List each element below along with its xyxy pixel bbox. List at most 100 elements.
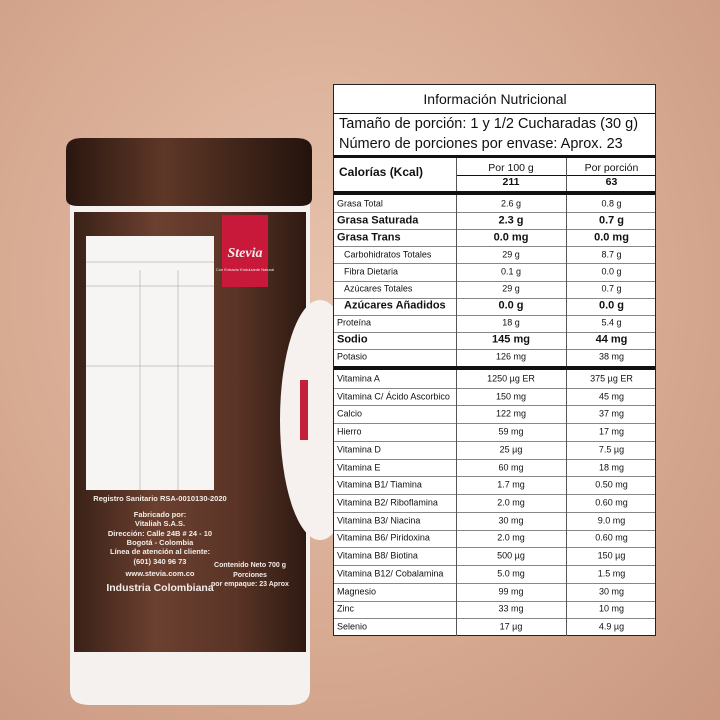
row-label: Potasio <box>337 351 368 362</box>
brand-badge <box>222 215 268 287</box>
col-header: Por 100 g <box>488 161 534 174</box>
row-value: 10 mg <box>598 603 625 614</box>
row-value: 1.7 mg <box>497 479 525 490</box>
calories-value: 63 <box>605 175 618 188</box>
row-value: 25 µg <box>499 444 523 455</box>
mini-table-lines <box>86 261 214 490</box>
row-value: 150 mg <box>495 391 527 402</box>
row-value: 126 mg <box>495 351 527 362</box>
row-value: 29 g <box>502 249 520 260</box>
row-value: 0.0 mg <box>594 231 629 244</box>
row-value: 18 g <box>502 317 520 328</box>
row-rule <box>334 246 655 248</box>
portions: por empaque: 23 Aprox <box>211 581 289 588</box>
row-label: Sodio <box>337 333 368 346</box>
row-value: 0.7 g <box>598 214 625 227</box>
website: www.stevia.com.co <box>125 569 195 578</box>
row-label: Vitamina D <box>337 444 381 455</box>
portions-label: Porciones <box>233 572 267 579</box>
row-rule <box>334 297 655 299</box>
row-value: 1250 µg ER <box>487 373 535 384</box>
row-rule <box>334 600 655 602</box>
row-value: 0.8 g <box>601 198 622 209</box>
row-value: 99 mg <box>498 586 524 597</box>
row-value: 0.60 mg <box>595 532 628 543</box>
row-rule <box>334 440 655 442</box>
row-rule <box>334 263 655 265</box>
maker-label: Fabricado por: <box>134 510 187 519</box>
row-value: 150 µg <box>597 550 626 561</box>
column-rule <box>456 158 457 191</box>
row-label: Carbohidratos Totales <box>344 249 432 260</box>
row-rule <box>334 565 655 567</box>
row-value: 0.0 g <box>598 299 625 312</box>
row-label: Vitamina C/ Ácido Ascorbico <box>337 391 450 402</box>
calories-value: 211 <box>502 175 520 188</box>
calories-label: Calorías (Kcal) <box>339 165 424 179</box>
row-value: 8.7 g <box>601 249 622 260</box>
row-label: Vitamina B6/ Piridoxina <box>337 532 430 543</box>
row-label: Vitamina B12/ Cobalamina <box>337 568 444 579</box>
row-value: 0.1 g <box>500 266 522 277</box>
row-rule <box>334 387 655 389</box>
row-value: 30 mg <box>498 515 524 526</box>
brand-tagline: Con Extracto Endulzante Natural <box>216 267 274 272</box>
row-value: 1.5 mg <box>597 568 626 579</box>
row-value: 9.0 mg <box>597 515 626 526</box>
column-rule <box>566 195 567 366</box>
row-label: Grasa Trans <box>337 231 401 244</box>
row-label: Grasa Total <box>337 198 383 209</box>
row-value: 29 g <box>502 283 520 294</box>
row-value: 122 mg <box>495 408 527 419</box>
row-value: 60 mg <box>498 462 524 473</box>
label-accent <box>300 380 308 440</box>
address: Dirección: Calle 24B # 24 - 10 <box>108 529 212 538</box>
row-label: Vitamina B3/ Niacina <box>337 515 421 526</box>
row-value: 0.7 g <box>601 283 622 294</box>
nutrition-table: Información Nutricional Tamaño de porción… <box>333 84 656 636</box>
row-value: 4.9 µg <box>598 621 625 632</box>
row-label: Fibra Dietaria <box>344 266 399 277</box>
row-value: 145 mg <box>492 333 530 346</box>
row-value: 0.0 mg <box>493 231 529 244</box>
row-rule <box>334 348 655 350</box>
row-value: 38 mg <box>598 351 625 362</box>
row-rule <box>334 331 655 333</box>
jar-cap <box>66 138 312 206</box>
row-rule <box>334 212 655 214</box>
row-value: 7.5 µg <box>598 444 625 455</box>
row-rule <box>334 423 655 425</box>
row-rule <box>334 476 655 478</box>
servings: Número de porciones por envase: Aprox. 2… <box>339 135 623 152</box>
row-rule <box>334 314 655 316</box>
row-value: 0.0 g <box>601 266 622 277</box>
row-rule <box>334 494 655 496</box>
row-label: Selenio <box>337 621 368 632</box>
row-label: Calcio <box>337 408 363 419</box>
row-value: 0.0 g <box>498 299 524 312</box>
maker: Vitaliah S.A.S. <box>135 519 185 528</box>
rule <box>334 366 655 370</box>
row-rule <box>334 511 655 513</box>
row-rule <box>334 280 655 282</box>
row-label: Proteína <box>337 317 372 328</box>
row-value: 33 mg <box>498 603 524 614</box>
row-value: 59 mg <box>498 426 524 437</box>
row-value: 5.4 g <box>601 317 622 328</box>
row-label: Vitamina A <box>337 373 380 384</box>
brand: Stevia <box>228 246 263 261</box>
column-rule <box>456 195 457 366</box>
row-value: 45 mg <box>598 391 625 402</box>
row-rule <box>334 547 655 549</box>
col-header: Por porción <box>584 161 639 174</box>
row-value: 37 mg <box>598 408 625 419</box>
row-value: 17 mg <box>598 426 625 437</box>
row-label: Grasa Saturada <box>337 214 419 227</box>
row-value: 5.0 mg <box>497 568 525 579</box>
row-value: 2.0 mg <box>497 497 525 508</box>
rule <box>334 155 655 158</box>
phone: (601) 340 96 73 <box>134 557 187 566</box>
row-label: Azúcares Totales <box>344 283 413 294</box>
